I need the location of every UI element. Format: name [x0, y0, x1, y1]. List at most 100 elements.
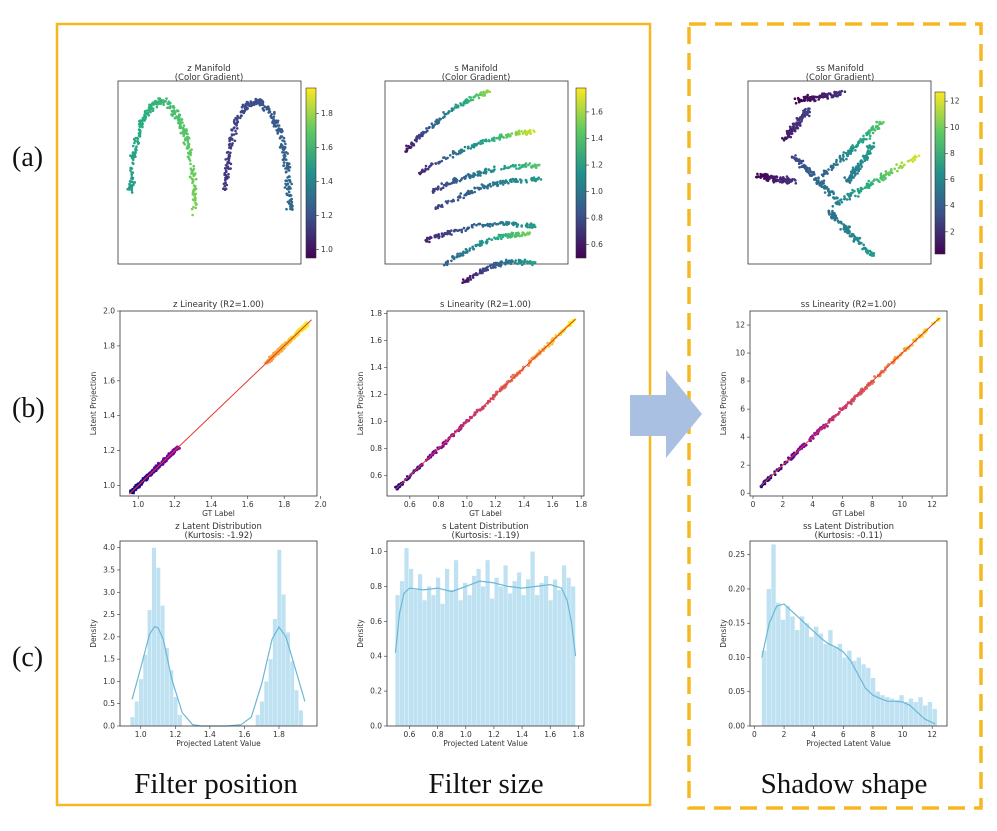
point: [128, 182, 131, 186]
point: [509, 134, 512, 138]
y-tick-label: 6: [740, 405, 745, 414]
point: [453, 228, 457, 232]
point: [147, 109, 150, 112]
hist-bar: [445, 568, 450, 726]
point: [833, 211, 836, 215]
point: [826, 172, 829, 175]
point: [782, 139, 786, 142]
point: [890, 169, 893, 172]
x-tick-label: 1.6: [238, 730, 250, 739]
point: [472, 172, 475, 175]
point: [524, 178, 528, 182]
point: [265, 107, 269, 111]
point: [144, 117, 147, 121]
point: [424, 130, 428, 134]
hist-bar: [298, 710, 303, 726]
y-tick-label: 1.4: [103, 411, 115, 420]
y-tick-label: 3.0: [103, 588, 115, 597]
point: [763, 174, 767, 177]
y-tick-label: 0.5: [103, 699, 115, 708]
point: [903, 163, 906, 166]
point: [440, 159, 444, 163]
point: [279, 129, 282, 133]
point: [288, 199, 292, 202]
y-axis-label: Latent Projection: [719, 372, 728, 436]
hist-bar: [761, 650, 767, 726]
point: [857, 238, 860, 241]
point: [884, 170, 888, 173]
hist-bar: [277, 549, 282, 726]
y-tick-label: 0.00: [728, 722, 745, 731]
hist-bar: [169, 670, 174, 726]
point: [861, 154, 865, 158]
point: [190, 148, 193, 151]
colorbar-tick: 1.6: [321, 143, 333, 152]
point: [851, 191, 854, 195]
point: [525, 133, 528, 136]
x-tick-label: 1.8: [273, 730, 285, 739]
colorbar: 2 4 6 8 10 12: [934, 91, 960, 255]
hist-bar: [449, 589, 454, 726]
y-axis-label: Latent Projection: [356, 372, 365, 436]
point: [824, 93, 827, 96]
point: [520, 234, 523, 238]
point: [527, 364, 530, 367]
point: [460, 228, 464, 232]
point: [419, 171, 423, 174]
y-axis-label: Density: [719, 619, 728, 648]
point: [434, 206, 438, 209]
point: [464, 247, 468, 251]
point: [768, 176, 771, 179]
point: [169, 101, 172, 105]
point: [436, 206, 440, 210]
chart-title: s Linearity (R2=1.00): [440, 300, 531, 310]
hist-bar: [130, 717, 135, 726]
point: [132, 491, 136, 495]
point: [835, 163, 838, 166]
point: [849, 147, 852, 151]
y-tick-label: 1.0: [103, 677, 115, 686]
y-tick-label: 3.5: [103, 565, 115, 574]
point: [851, 166, 855, 169]
point: [469, 96, 473, 99]
colorbar-tick: 1.0: [591, 187, 603, 196]
x-tick-label: 1.6: [547, 500, 559, 509]
point: [873, 129, 877, 132]
point: [476, 186, 480, 190]
point: [493, 236, 496, 239]
point: [794, 123, 797, 126]
y-tick-label: 0.0: [370, 722, 382, 731]
point: [157, 102, 161, 105]
hist-bar: [904, 702, 909, 726]
point: [504, 263, 507, 266]
point: [170, 113, 173, 116]
point: [479, 139, 483, 143]
point: [469, 278, 473, 281]
point: [287, 169, 291, 172]
point: [141, 122, 144, 125]
point: [144, 115, 147, 118]
point: [273, 122, 276, 126]
point: [878, 180, 881, 183]
point: [176, 109, 179, 112]
point: [832, 191, 835, 194]
hist-bar: [490, 598, 495, 726]
point: [775, 175, 779, 179]
point: [869, 146, 873, 150]
point: [847, 177, 850, 181]
point: [458, 150, 461, 154]
point: [815, 95, 818, 99]
x-tick-label: 1.8: [575, 500, 587, 509]
point: [445, 262, 448, 266]
point: [867, 179, 871, 183]
point: [801, 116, 804, 119]
point: [862, 134, 865, 138]
x-tick-label: 2: [780, 500, 785, 509]
axes-frame: [749, 310, 948, 497]
point: [789, 135, 792, 139]
point: [900, 161, 904, 164]
point: [435, 118, 439, 122]
point: [509, 262, 513, 266]
point: [282, 145, 286, 149]
point: [895, 163, 898, 166]
